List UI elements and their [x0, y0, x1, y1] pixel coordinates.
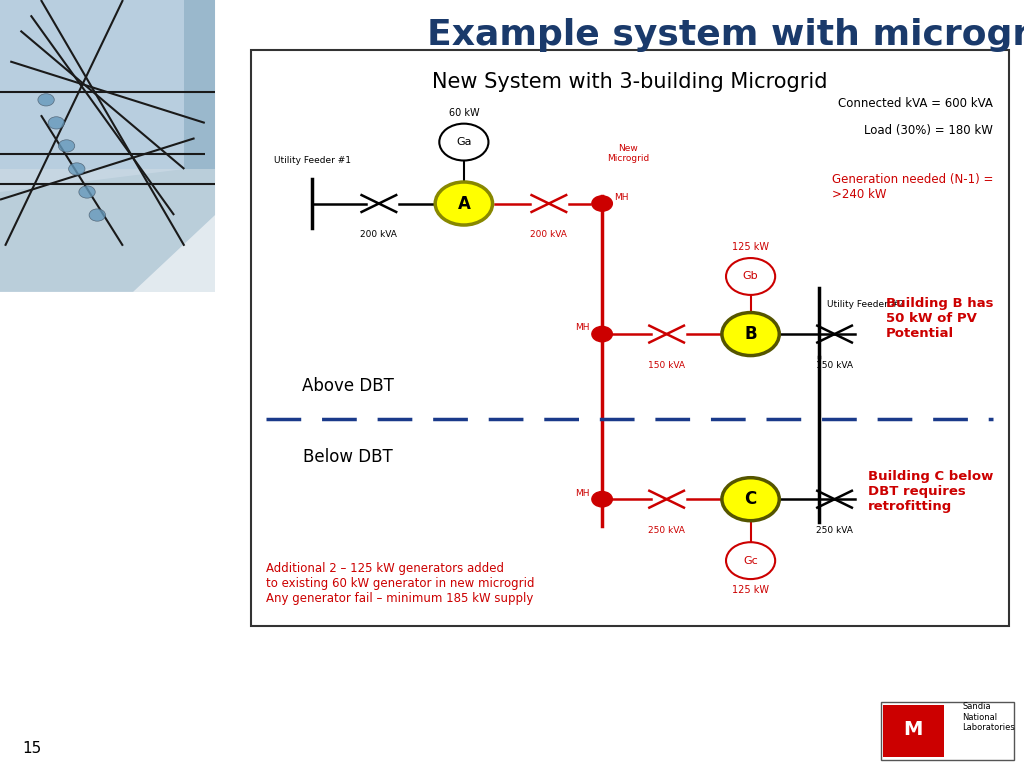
Circle shape	[439, 124, 488, 161]
Text: Gb: Gb	[742, 271, 759, 282]
FancyBboxPatch shape	[881, 702, 1014, 760]
Text: 250 kVA: 250 kVA	[648, 526, 685, 535]
Text: 60 kW: 60 kW	[449, 108, 479, 118]
FancyBboxPatch shape	[251, 50, 1009, 626]
Text: Example system with microgrid: Example system with microgrid	[427, 18, 1024, 51]
Circle shape	[38, 94, 54, 106]
Text: 200 kVA: 200 kVA	[530, 230, 567, 240]
Text: 150 kVA: 150 kVA	[648, 361, 685, 370]
Circle shape	[592, 196, 612, 211]
Text: B: B	[744, 325, 757, 343]
Text: 200 kVA: 200 kVA	[360, 230, 397, 240]
Text: MH: MH	[575, 323, 590, 333]
Text: Generation needed (N-1) =
>240 kW: Generation needed (N-1) = >240 kW	[831, 173, 993, 200]
Circle shape	[69, 163, 85, 175]
Polygon shape	[0, 0, 184, 192]
Circle shape	[722, 478, 779, 521]
Circle shape	[726, 542, 775, 579]
Text: Additional 2 – 125 kW generators added
to existing 60 kW generator in new microg: Additional 2 – 125 kW generators added t…	[266, 562, 535, 605]
Text: Building B has
50 kW of PV
Potential: Building B has 50 kW of PV Potential	[886, 297, 993, 340]
Text: 250 kVA: 250 kVA	[816, 526, 853, 535]
Text: Sandia
National
Laboratories: Sandia National Laboratories	[963, 703, 1016, 732]
Circle shape	[726, 258, 775, 295]
Text: New
Microgrid: New Microgrid	[607, 144, 649, 164]
Circle shape	[722, 313, 779, 356]
Text: Utility Feeder #2: Utility Feeder #2	[827, 300, 904, 310]
Circle shape	[592, 492, 612, 507]
Text: New System with 3-building Microgrid: New System with 3-building Microgrid	[432, 72, 827, 92]
Circle shape	[89, 209, 105, 221]
Text: 125 kW: 125 kW	[732, 585, 769, 595]
Text: Above DBT: Above DBT	[302, 377, 394, 396]
Text: Ga: Ga	[456, 137, 472, 147]
Text: Building C below
DBT requires
retrofitting: Building C below DBT requires retrofitti…	[868, 470, 993, 513]
Text: Utility Feeder #1: Utility Feeder #1	[273, 156, 351, 165]
Circle shape	[48, 117, 65, 129]
Circle shape	[435, 182, 493, 225]
Circle shape	[79, 186, 95, 198]
Text: Connected kVA = 600 kVA: Connected kVA = 600 kVA	[839, 98, 993, 110]
Text: MH: MH	[614, 193, 629, 202]
FancyBboxPatch shape	[883, 705, 944, 757]
Text: 15: 15	[23, 741, 42, 756]
Polygon shape	[0, 0, 215, 292]
Text: 125 kW: 125 kW	[732, 242, 769, 252]
Text: 150 kVA: 150 kVA	[816, 361, 853, 370]
Circle shape	[592, 326, 612, 342]
Text: MH: MH	[575, 488, 590, 498]
Polygon shape	[0, 169, 215, 292]
Text: Load (30%) = 180 kW: Load (30%) = 180 kW	[864, 124, 993, 137]
Text: Gc: Gc	[743, 555, 758, 566]
Circle shape	[58, 140, 75, 152]
Text: A: A	[458, 194, 470, 213]
Text: C: C	[744, 490, 757, 508]
Text: Below DBT: Below DBT	[303, 448, 393, 466]
Text: M: M	[904, 720, 923, 739]
